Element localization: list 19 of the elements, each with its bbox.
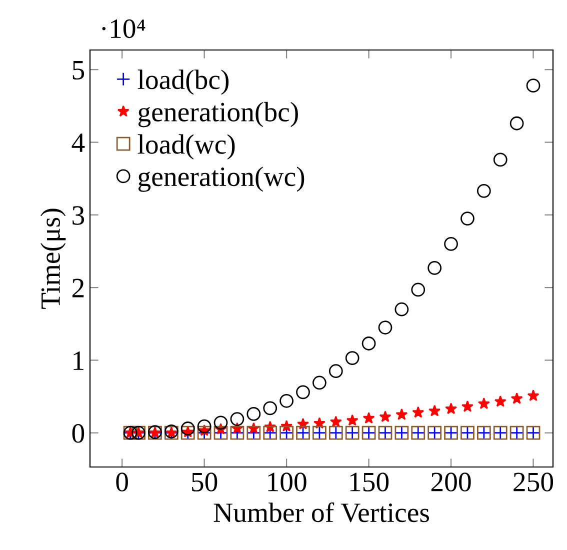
- y-tick-label: 2: [72, 278, 84, 298]
- y-tick-label: 4: [72, 134, 85, 152]
- legend-label: generation(wc): [138, 166, 304, 192]
- y-tick-label: 5: [72, 61, 84, 80]
- y-tick-label: 1: [74, 352, 84, 370]
- legend-label: load(bc): [138, 70, 229, 95]
- x-axis-title: Number of Vertices: [214, 502, 429, 522]
- x-tick-label: 250: [514, 472, 554, 492]
- x-tick-label: 50: [192, 472, 218, 492]
- y-axis-title: Time(μs): [40, 208, 66, 309]
- legend-label: load(wc): [138, 134, 235, 160]
- y-tick-label: 3: [72, 206, 84, 225]
- x-tick-label: 150: [350, 472, 389, 492]
- x-tick-label: 0: [116, 472, 128, 492]
- x-tick-label: 200: [431, 472, 471, 492]
- text: ·10⁴: [102, 19, 146, 38]
- legend-label: generation(bc): [138, 102, 298, 128]
- x-tick-label: 100: [268, 472, 306, 492]
- y-tick-label: 0: [72, 424, 84, 443]
